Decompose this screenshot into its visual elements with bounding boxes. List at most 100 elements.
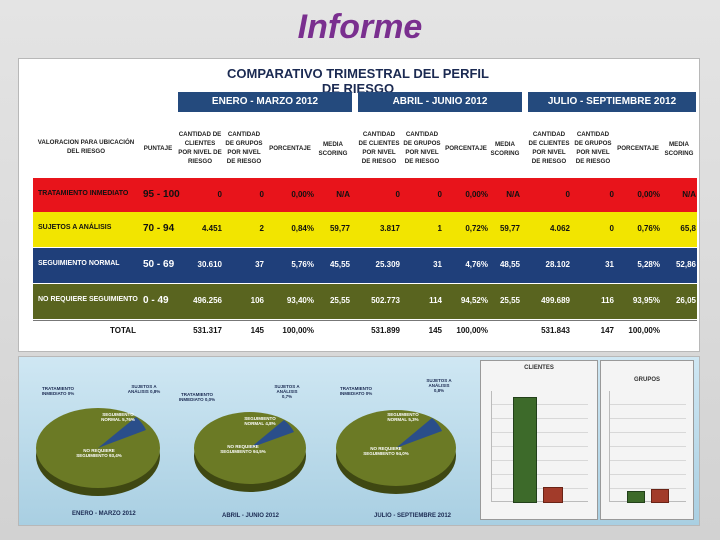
row-score: 0 - 49: [143, 295, 169, 306]
row-score: 50 - 69: [143, 259, 175, 270]
row-cell: 0: [259, 190, 264, 199]
row-cell: 25.309: [375, 260, 400, 269]
slide-title: Informe: [297, 8, 423, 46]
pie3-caption: JULIO - SEPTIEMBRE 2012: [374, 513, 452, 519]
row-cell: 31: [433, 260, 442, 269]
table-row: NO REQUIERE SEGUIMIENTO 0 - 49 496.256 106 9…: [33, 284, 697, 319]
bar-chart-clientes-title: CLIENTES: [524, 365, 554, 371]
total-grupos-3: 147: [600, 326, 614, 335]
table-row: SUJETOS A ANÁLISIS 70 - 94 4.451 2 0,84% 59,7…: [33, 212, 697, 247]
row-cell: N/A: [506, 190, 520, 199]
pie2-note-3: NO REQUIERE SEGUIMIENTO 94,5%: [220, 444, 266, 454]
pie3-note-1: SUJETOS A ANÁLISIS 0,8%: [426, 378, 452, 393]
row-cell: 0: [437, 190, 442, 199]
row-cell: 59,77: [329, 224, 350, 233]
row-cell: 496.256: [193, 296, 222, 305]
pie2-caption: ABRIL - JUNIO 2012: [222, 513, 279, 519]
col-porcentaje-1: PORCENTAJE: [269, 145, 311, 152]
row-cell: 0,84%: [291, 224, 314, 233]
total-pct-3: 100,00%: [628, 326, 660, 335]
row-cell: 0,00%: [291, 190, 314, 199]
row-cell: 0,00%: [637, 190, 660, 199]
pie-charts: [36, 408, 456, 496]
row-cell: 0,72%: [465, 224, 488, 233]
row-cell: 25,55: [499, 296, 520, 305]
table-row: SEGUIMIENTO NORMAL 50 - 69 30.610 37 5,76% 45…: [33, 248, 697, 283]
bar-clientes-2: [543, 487, 563, 503]
row-cell: 116: [601, 296, 614, 305]
col-media-1: MEDIA SCORING: [318, 141, 348, 157]
col-valoracion: VALORACION PARA UBICACIÓN DEL RIESGO: [37, 139, 135, 155]
row-cell: 93,95%: [632, 296, 660, 305]
row-label: TRATAMIENTO INMEDIATO: [38, 190, 129, 197]
row-cell: 4.451: [201, 224, 222, 233]
pie2-note-2: SEGUIMIENTO NORMAL 4,8%: [244, 416, 276, 426]
col-grupos-3: CANTIDAD DE GRUPOS POR NIVEL DE RIESGO: [574, 131, 612, 165]
col-puntaje: PUNTAJE: [143, 145, 173, 152]
row-label: NO REQUIERE SEGUIMIENTO: [38, 296, 138, 303]
pie1-note-0: TRATAMIENTO INMEDIATO 0%: [41, 386, 75, 396]
row-cell: N/A: [336, 190, 350, 199]
row-cell: 48,55: [499, 260, 520, 269]
pie2-note-0: TRATAMIENTO INMEDIATO 0,0%: [178, 392, 216, 402]
col-grupos-1: CANTIDAD DE GRUPOS POR NIVEL DE RIESGO: [225, 131, 263, 165]
total-label: TOTAL: [110, 326, 136, 335]
table-row: TRATAMIENTO INMEDIATO 95 - 100 0 0 0,00% N/A 0…: [33, 178, 697, 213]
period-header-2: ABRIL - JUNIO 2012: [358, 92, 522, 112]
row-label: SUJETOS A ANÁLISIS: [38, 224, 112, 231]
bar-clientes-1: [513, 397, 537, 503]
total-clientes-1: 531.317: [193, 326, 222, 335]
row-cell: 4,76%: [465, 260, 488, 269]
row-cell: 94,52%: [460, 296, 488, 305]
row-label: SEGUIMIENTO NORMAL: [38, 260, 120, 267]
row-cell: 106: [250, 296, 264, 305]
row-cell: 4.062: [549, 224, 570, 233]
row-cell: 25,55: [329, 296, 350, 305]
col-clientes-2: CANTIDAD DE CLIENTES POR NIVEL DE RIESGO: [358, 131, 400, 165]
bar-chart-grupos-title: GRUPOS: [633, 377, 660, 383]
pie3-note-0: TRATAMIENTO INMEDIATO 0%: [339, 386, 373, 396]
row-cell: 499.689: [541, 296, 570, 305]
row-cell: 45,55: [329, 260, 350, 269]
row-cell: 0,00%: [465, 190, 488, 199]
row-cell: 65,8: [680, 224, 696, 233]
pie3-note-2: SEGUIMIENTO NORMAL 5,3%: [387, 412, 419, 422]
pie-3: [336, 410, 456, 494]
row-cell: 0,76%: [637, 224, 660, 233]
total-clientes-2: 531.899: [371, 326, 400, 335]
row-cell: 93,40%: [286, 296, 314, 305]
bar-grupos-1: [627, 491, 645, 503]
row-cell: 1: [437, 224, 442, 233]
row-cell: 52,86: [675, 260, 696, 269]
row-cell: 3.817: [379, 224, 400, 233]
total-grupos-2: 145: [428, 326, 442, 335]
col-clientes-1: CANTIDAD DE CLIENTES POR NIVEL DE RIESGO: [178, 131, 222, 165]
col-clientes-3: CANTIDAD DE CLIENTES POR NIVEL DE RIESGO: [528, 131, 570, 165]
bar-chart-grupos: GRUPOS: [600, 360, 694, 520]
total-pct-2: 100,00%: [456, 326, 488, 335]
row-cell: N/A: [682, 190, 696, 199]
row-cell: 31: [605, 260, 614, 269]
pie1-caption: ENERO - MARZO 2012: [72, 511, 136, 517]
pie1-note-2: SEGUIMIENTO NORMAL 5,76%: [101, 412, 135, 422]
total-pct-1: 100,00%: [282, 326, 314, 335]
row-cell: 0: [395, 190, 400, 199]
col-media-3: MEDIA SCORING: [664, 141, 694, 157]
pie1-note-1: SUJETOS A ANÁLISIS 0,8%: [127, 384, 161, 394]
period-header-3: JULIO - SEPTIEMBRE 2012: [528, 92, 696, 112]
bar-chart-clientes: CLIENTES: [480, 360, 598, 520]
row-cell: 0: [609, 190, 614, 199]
period-header-1: ENERO - MARZO 2012: [178, 92, 352, 112]
total-clientes-3: 531.843: [541, 326, 570, 335]
pie3-note-3: NO REQUIERE SEGUIMIENTO 94,0%: [363, 446, 409, 456]
row-cell: 30.610: [197, 260, 222, 269]
col-media-2: MEDIA SCORING: [490, 141, 520, 157]
total-row: TOTAL 531.317 145 100,00% 531.899 145 10…: [33, 320, 697, 341]
row-cell: 114: [429, 296, 442, 305]
bar-grupos-2: [651, 489, 669, 503]
col-grupos-2: CANTIDAD DE GRUPOS POR NIVEL DE RIESGO: [403, 131, 441, 165]
row-cell: 59,77: [499, 224, 520, 233]
pie1-note-3: NO REQUIERE SEGUIMIENTO 93,4%: [76, 448, 122, 458]
pie-2: [194, 412, 306, 492]
